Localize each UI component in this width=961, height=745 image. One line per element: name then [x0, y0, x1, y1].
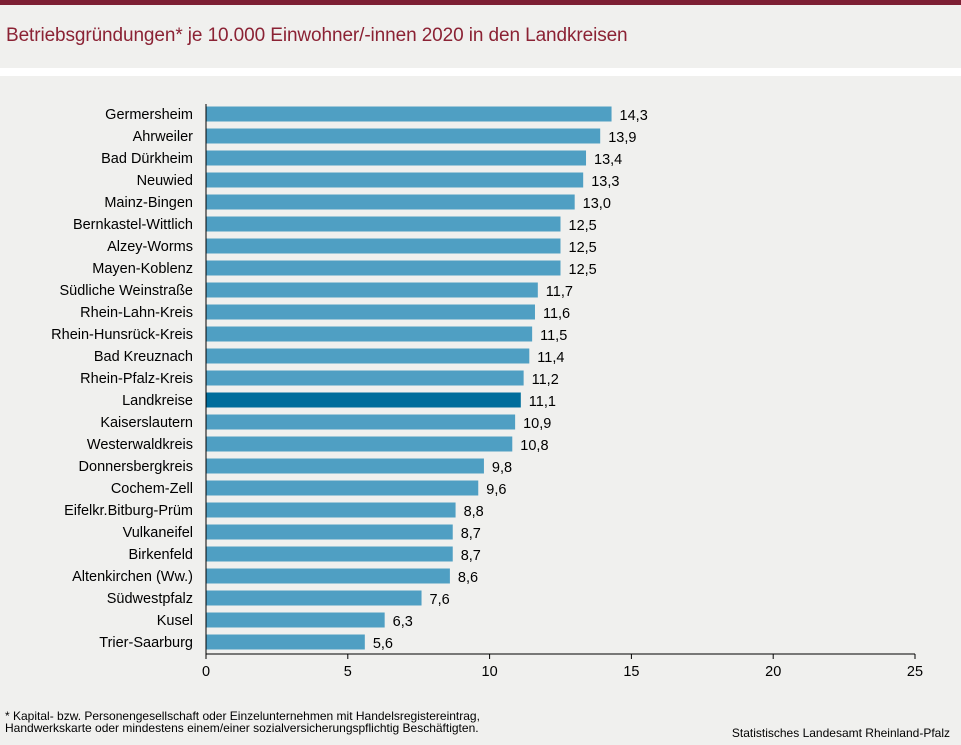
category-label: Alzey-Worms [107, 239, 193, 255]
source-note: Statistisches Landesamt Rheinland-Pfalz [731, 726, 950, 740]
bar [206, 634, 365, 650]
bar [206, 436, 513, 452]
category-label: Südwestpfalz [107, 591, 193, 607]
value-label: 10,9 [523, 416, 551, 432]
chart-header: Betriebsgründungen* je 10.000 Einwohner/… [0, 5, 961, 68]
category-label: Rhein-Lahn-Kreis [80, 305, 193, 321]
value-label: 8,7 [461, 548, 481, 564]
bar [206, 172, 584, 188]
x-tick-label: 5 [344, 664, 352, 680]
value-label: 9,6 [486, 482, 506, 498]
value-label: 11,4 [537, 350, 564, 366]
bar [206, 194, 575, 210]
bar [206, 568, 450, 584]
category-label: Kusel [157, 613, 193, 629]
bar [206, 128, 601, 144]
category-label: Westerwaldkreis [87, 437, 193, 453]
value-label: 8,7 [461, 526, 481, 542]
category-label: Germersheim [105, 107, 193, 123]
bar [206, 238, 561, 254]
value-label: 11,6 [543, 306, 570, 322]
value-label: 7,6 [430, 592, 450, 608]
bar [206, 348, 530, 364]
bar [206, 392, 521, 408]
category-label: Bernkastel-Wittlich [73, 217, 193, 233]
top-accent-bar [0, 0, 961, 5]
category-label: Kaiserslautern [100, 415, 193, 431]
value-label: 5,6 [373, 636, 393, 652]
bar-chart: Germersheim 14,3 Ahrweiler 13,9 Bad Dürkheim… [51, 104, 923, 680]
category-label: Trier-Saarburg [99, 635, 193, 651]
header-divider [0, 68, 961, 76]
category-label: Birkenfeld [129, 547, 193, 563]
bar [206, 326, 533, 342]
bar [206, 260, 561, 276]
x-tick-label: 15 [623, 664, 639, 680]
value-label: 8,8 [464, 504, 484, 520]
category-label: Neuwied [137, 173, 193, 189]
category-label: Rhein-Pfalz-Kreis [80, 371, 193, 387]
category-label: Landkreise [122, 393, 193, 409]
bar [206, 304, 535, 320]
x-tick-label: 25 [907, 664, 923, 680]
bar [206, 370, 524, 386]
x-tick-label: 0 [202, 664, 210, 680]
bar [206, 590, 422, 606]
value-label: 13,3 [591, 174, 619, 190]
category-label: Eifelkr.Bitburg-Prüm [64, 503, 193, 519]
x-tick-label: 10 [482, 664, 498, 680]
value-label: 11,1 [529, 394, 556, 410]
category-label: Mayen-Koblenz [92, 261, 193, 277]
category-label: Ahrweiler [133, 129, 194, 145]
bar [206, 524, 453, 540]
category-label: Bad Dürkheim [101, 151, 193, 167]
value-label: 13,0 [583, 196, 611, 212]
bar [206, 150, 587, 166]
bar [206, 458, 484, 474]
category-label: Cochem-Zell [111, 481, 193, 497]
value-label: 13,9 [608, 130, 636, 146]
footnote: * Kapital- bzw. Personengesellschaft ode… [5, 709, 480, 735]
bar [206, 216, 561, 232]
bar [206, 414, 516, 430]
bar [206, 612, 385, 628]
value-label: 12,5 [569, 262, 597, 278]
value-label: 12,5 [569, 218, 597, 234]
category-label: Altenkirchen (Ww.) [72, 569, 193, 585]
bar [206, 282, 538, 298]
value-label: 6,3 [393, 614, 413, 630]
value-label: 11,2 [532, 372, 559, 388]
value-label: 10,8 [520, 438, 548, 454]
bar [206, 546, 453, 562]
value-label: 8,6 [458, 570, 478, 586]
value-label: 11,7 [546, 284, 573, 300]
category-label: Mainz-Bingen [104, 195, 193, 211]
category-label: Vulkaneifel [123, 525, 193, 541]
value-label: 11,5 [540, 328, 567, 344]
value-label: 14,3 [620, 108, 648, 124]
value-label: 12,5 [569, 240, 597, 256]
chart-title: Betriebsgründungen* je 10.000 Einwohner/… [6, 25, 628, 46]
bar [206, 106, 612, 122]
bar [206, 480, 479, 496]
category-label: Südliche Weinstraße [59, 283, 193, 299]
bar [206, 502, 456, 518]
category-label: Rhein-Hunsrück-Kreis [51, 327, 193, 343]
value-label: 9,8 [492, 460, 512, 476]
value-label: 13,4 [594, 152, 622, 168]
category-label: Donnersbergkreis [79, 459, 193, 475]
x-tick-label: 20 [765, 664, 781, 680]
category-label: Bad Kreuznach [94, 349, 193, 365]
